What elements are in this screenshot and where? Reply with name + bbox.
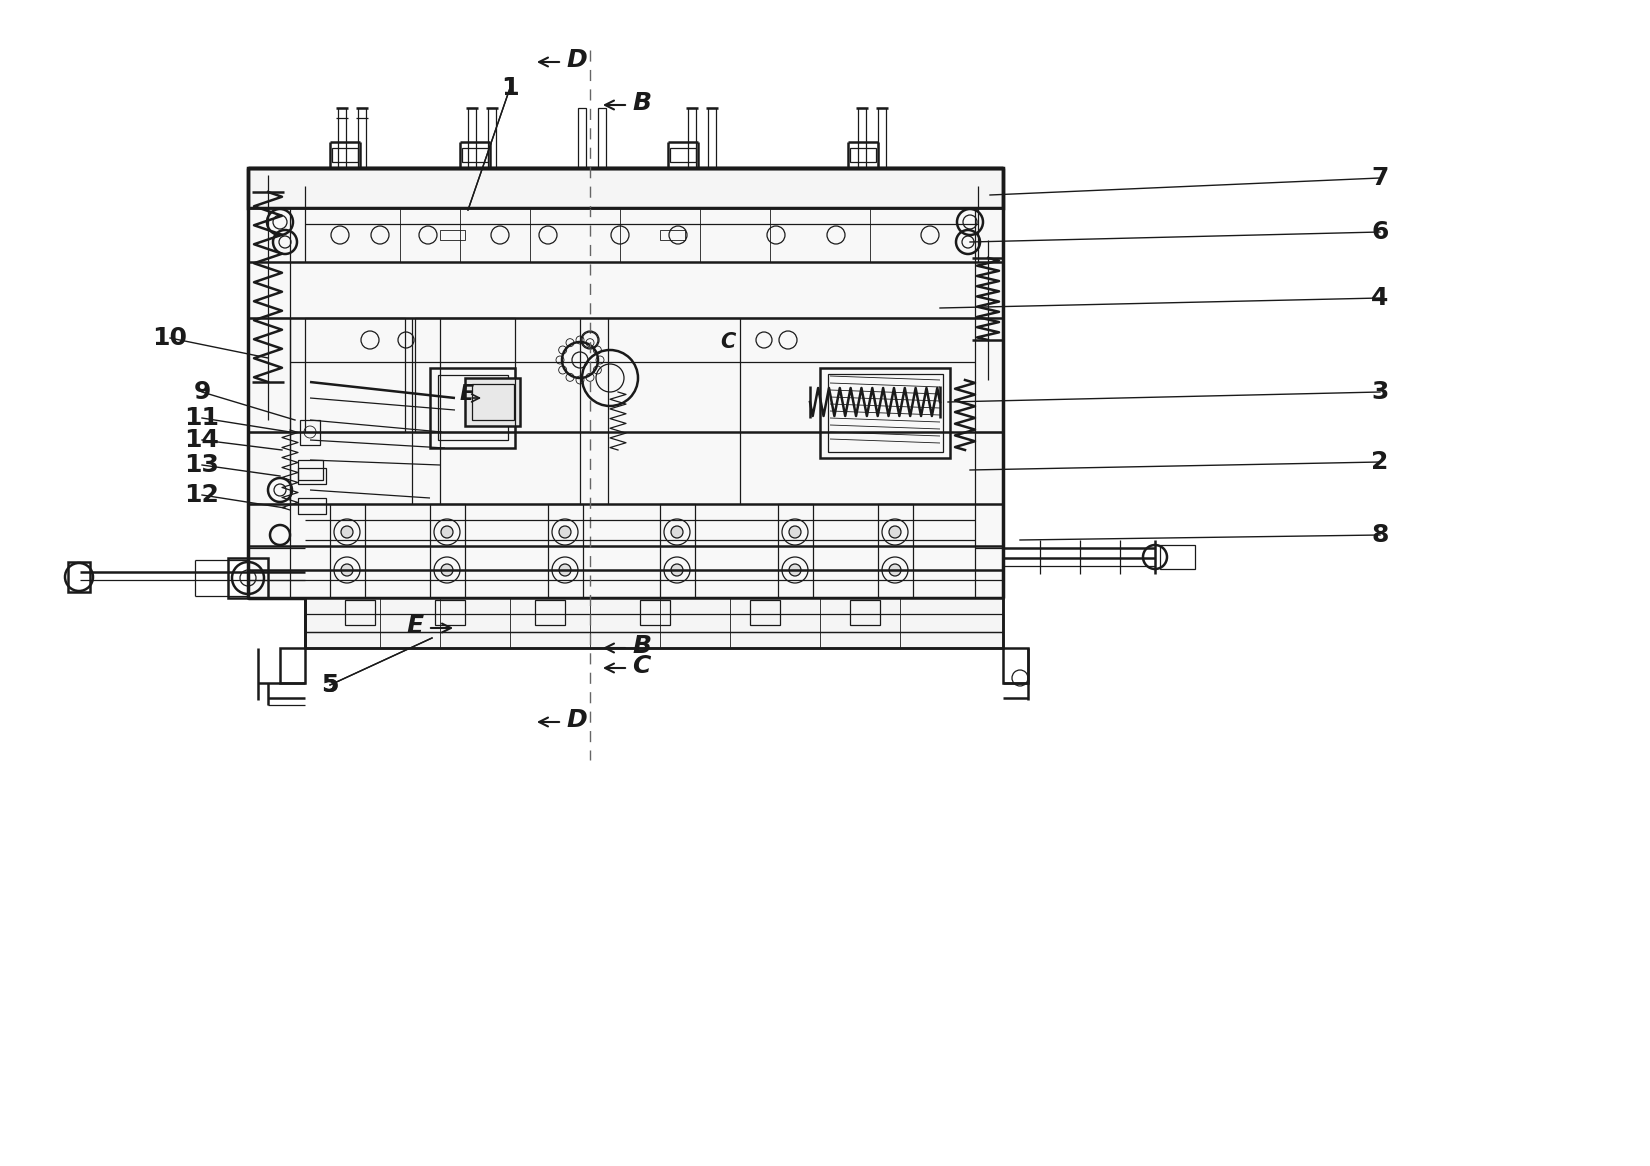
Bar bbox=[878, 504, 912, 598]
Circle shape bbox=[789, 526, 800, 538]
Bar bbox=[708, 108, 716, 168]
Text: 8: 8 bbox=[1371, 524, 1389, 547]
Bar bbox=[850, 600, 879, 625]
Bar bbox=[228, 559, 267, 598]
Bar bbox=[431, 368, 515, 448]
Text: 13: 13 bbox=[185, 454, 219, 477]
Text: 11: 11 bbox=[185, 406, 219, 430]
Circle shape bbox=[889, 526, 901, 538]
Bar bbox=[332, 148, 358, 162]
Bar bbox=[688, 108, 696, 168]
Text: 3: 3 bbox=[1371, 380, 1389, 403]
Text: 5: 5 bbox=[322, 673, 338, 697]
Bar bbox=[488, 108, 497, 168]
Bar bbox=[68, 562, 91, 592]
Text: 7: 7 bbox=[1371, 166, 1389, 190]
Circle shape bbox=[559, 564, 571, 576]
Bar bbox=[345, 600, 375, 625]
Circle shape bbox=[672, 526, 683, 538]
Text: 12: 12 bbox=[185, 483, 219, 507]
Bar bbox=[878, 108, 886, 168]
Bar bbox=[441, 230, 465, 240]
Bar bbox=[472, 384, 515, 420]
Text: E: E bbox=[408, 614, 424, 638]
Circle shape bbox=[342, 526, 353, 538]
Bar bbox=[779, 504, 813, 598]
Bar bbox=[248, 168, 1003, 208]
Bar bbox=[535, 600, 564, 625]
Bar bbox=[299, 498, 327, 514]
Text: 14: 14 bbox=[185, 428, 219, 452]
Bar bbox=[1003, 648, 1028, 683]
Bar bbox=[1160, 545, 1195, 569]
Circle shape bbox=[672, 564, 683, 576]
Text: E: E bbox=[460, 384, 474, 403]
Circle shape bbox=[559, 526, 571, 538]
Text: C: C bbox=[719, 332, 736, 352]
Bar bbox=[305, 614, 1003, 632]
Circle shape bbox=[789, 564, 800, 576]
Text: C: C bbox=[632, 654, 650, 677]
Text: 4: 4 bbox=[1371, 286, 1389, 310]
Bar bbox=[416, 318, 515, 431]
Bar bbox=[299, 468, 327, 484]
Circle shape bbox=[889, 564, 901, 576]
Text: B: B bbox=[632, 634, 652, 658]
Text: 1: 1 bbox=[502, 76, 518, 100]
Bar bbox=[828, 374, 944, 452]
Bar bbox=[597, 108, 606, 168]
Text: B: B bbox=[632, 91, 652, 115]
Text: 9: 9 bbox=[193, 380, 211, 403]
Bar bbox=[469, 108, 475, 168]
Bar bbox=[850, 148, 876, 162]
Bar bbox=[248, 318, 290, 504]
Bar bbox=[280, 648, 305, 683]
Bar bbox=[548, 504, 582, 598]
Bar bbox=[248, 208, 1003, 598]
Bar bbox=[305, 598, 1003, 648]
Text: 2: 2 bbox=[1371, 450, 1389, 475]
Bar bbox=[437, 375, 508, 440]
Text: D: D bbox=[566, 48, 587, 72]
Bar bbox=[358, 108, 366, 168]
Bar bbox=[751, 600, 780, 625]
Bar bbox=[305, 632, 1003, 648]
Bar bbox=[640, 600, 670, 625]
Text: 1: 1 bbox=[502, 76, 518, 100]
Circle shape bbox=[441, 564, 454, 576]
Text: 10: 10 bbox=[152, 326, 188, 350]
Bar bbox=[305, 318, 404, 431]
Bar bbox=[670, 148, 696, 162]
Bar bbox=[431, 504, 465, 598]
Bar bbox=[660, 504, 695, 598]
Bar bbox=[299, 461, 323, 480]
Bar bbox=[330, 504, 365, 598]
Bar bbox=[300, 420, 320, 445]
Bar bbox=[858, 108, 866, 168]
Bar bbox=[462, 148, 488, 162]
Text: 6: 6 bbox=[1371, 220, 1389, 244]
Bar bbox=[436, 600, 465, 625]
Bar bbox=[660, 230, 685, 240]
Text: D: D bbox=[566, 708, 587, 732]
Circle shape bbox=[342, 564, 353, 576]
Circle shape bbox=[441, 526, 454, 538]
Bar bbox=[820, 368, 950, 458]
Bar bbox=[338, 108, 346, 168]
Text: 5: 5 bbox=[322, 673, 338, 697]
Bar bbox=[465, 378, 520, 426]
Bar bbox=[578, 108, 586, 168]
